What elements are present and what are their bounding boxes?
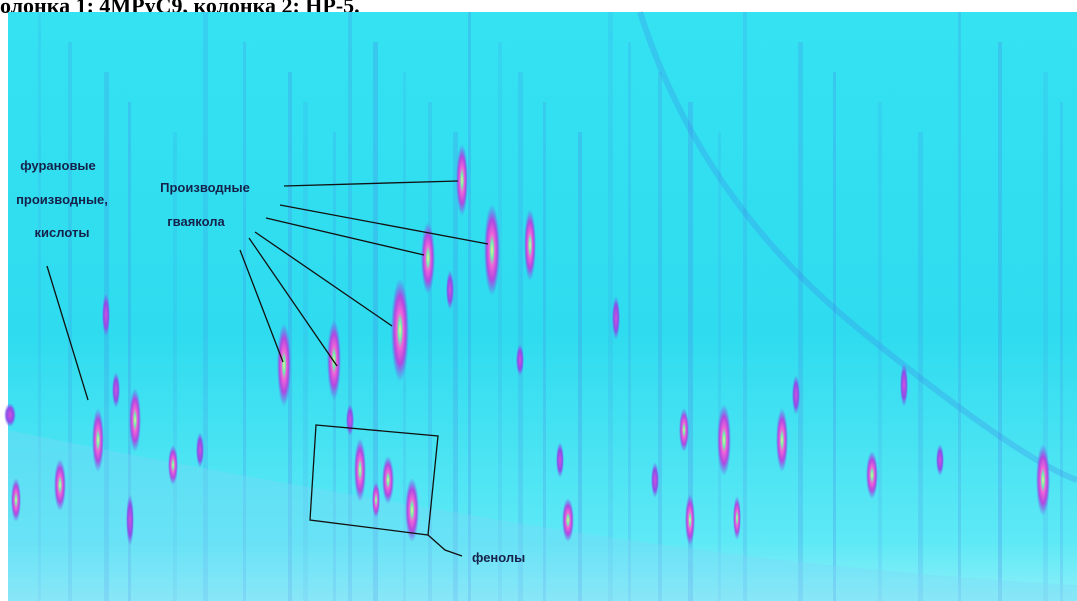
- peak-spot: [382, 456, 394, 504]
- peak-spot: [112, 372, 120, 408]
- peak-spot: [524, 209, 536, 281]
- peak-spot: [717, 404, 731, 476]
- peak-spot: [484, 204, 500, 296]
- peak-spot: [733, 496, 741, 540]
- peak-spot: [1036, 444, 1050, 516]
- peak-spot: [866, 451, 878, 499]
- peak-spot: [126, 494, 134, 546]
- streak: [833, 72, 836, 601]
- peak-spot: [900, 363, 908, 407]
- peak-spot: [651, 462, 659, 498]
- streak: [628, 42, 631, 601]
- label: гваякола: [167, 214, 225, 229]
- peak-spot: [354, 438, 366, 502]
- peak-spot: [685, 494, 695, 546]
- peak-spot: [346, 404, 354, 436]
- peak-spot: [562, 498, 574, 542]
- peak-spot: [4, 403, 16, 427]
- peak-spot: [196, 432, 204, 468]
- peak-spot: [129, 388, 141, 452]
- label: фенолы: [472, 550, 525, 565]
- peak-spot: [792, 375, 800, 415]
- peak-spot: [612, 296, 620, 340]
- peak-spot: [11, 478, 21, 522]
- label: производные,: [16, 192, 108, 207]
- peak-spot: [277, 323, 291, 407]
- peak-spot: [456, 144, 468, 216]
- peak-spot: [327, 320, 341, 400]
- peak-spot: [54, 459, 66, 511]
- peak-spot: [92, 408, 104, 472]
- peak-spot: [936, 444, 944, 476]
- label: Производные: [160, 180, 250, 195]
- peak-spot: [391, 278, 409, 382]
- streak: [918, 132, 923, 601]
- label: фурановые: [20, 158, 96, 173]
- peak-spot: [102, 293, 110, 337]
- peak-spot: [446, 270, 454, 310]
- streak: [1043, 72, 1048, 601]
- streak: [998, 42, 1002, 601]
- peak-spot: [679, 408, 689, 452]
- streak: [1060, 102, 1063, 601]
- figure: олонка 1: 4MPyC9, колонка 2: HP-5. фуран…: [0, 0, 1077, 601]
- streak: [718, 132, 721, 601]
- streak: [878, 102, 882, 601]
- peak-spot: [516, 344, 524, 376]
- streak: [743, 12, 747, 601]
- peak-spot: [776, 408, 788, 472]
- streak: [958, 12, 961, 601]
- streak: [608, 12, 613, 601]
- streak: [518, 72, 523, 601]
- page: олонка 1: 4MPyC9, колонка 2: HP-5. фуран…: [0, 0, 1077, 601]
- streak: [468, 12, 471, 601]
- streak: [798, 42, 803, 601]
- peak-spot: [168, 445, 178, 485]
- streak: [498, 42, 502, 601]
- peak-spot: [556, 442, 564, 478]
- streak: [658, 72, 662, 601]
- streak: [578, 132, 582, 601]
- peak-spot: [372, 482, 380, 518]
- streak: [543, 102, 546, 601]
- label: кислоты: [35, 225, 90, 240]
